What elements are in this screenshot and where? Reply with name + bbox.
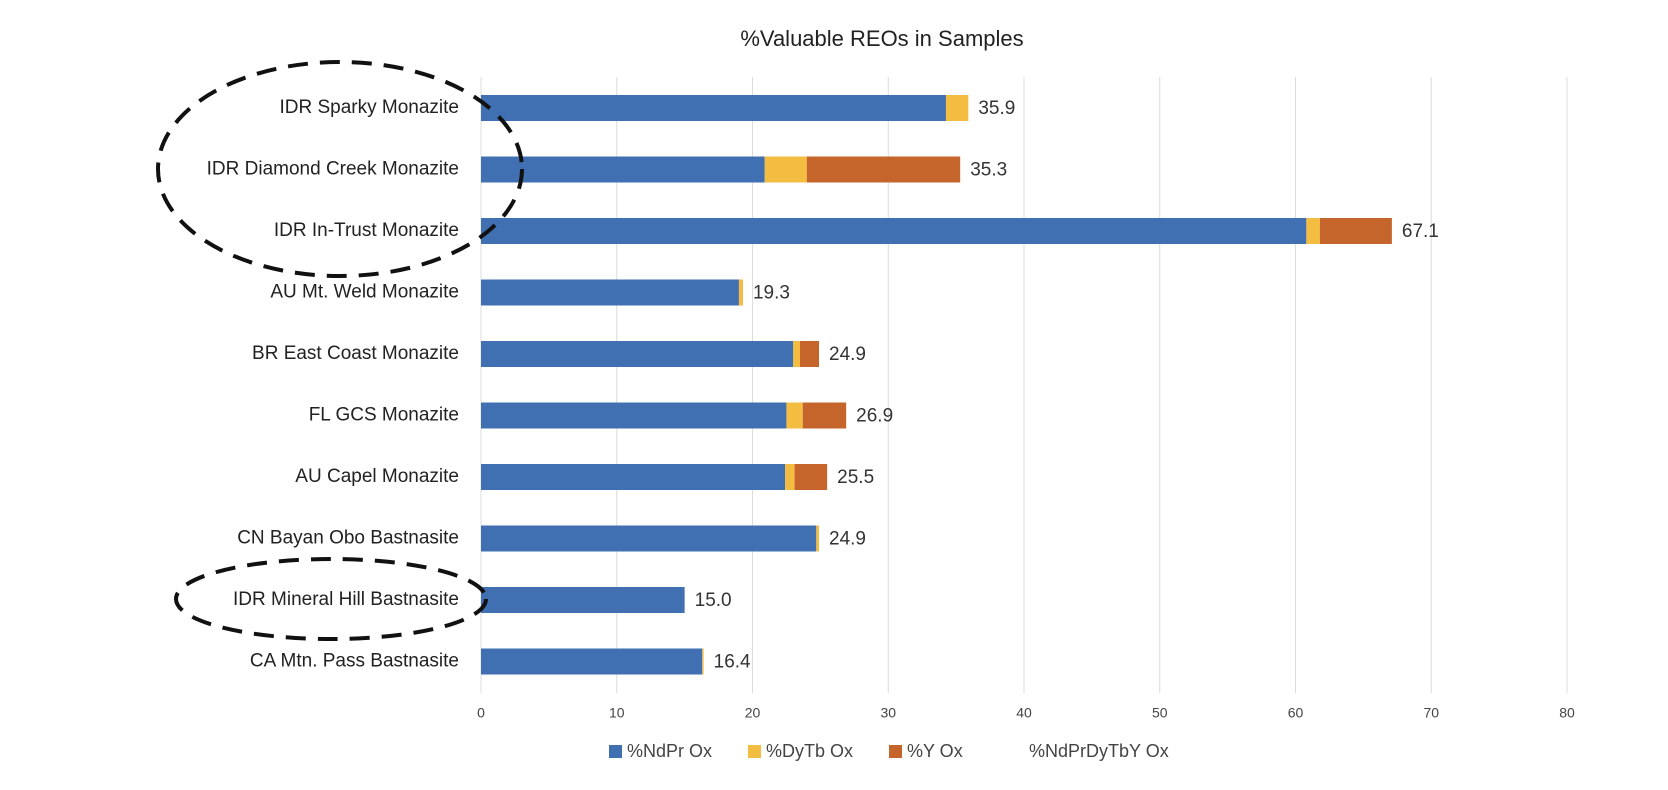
legend-swatch: [889, 745, 902, 758]
data-label: 24.9: [829, 344, 866, 365]
x-tick-label: 50: [1152, 705, 1168, 721]
bar-segment: [785, 464, 795, 490]
x-tick-label: 80: [1559, 705, 1575, 721]
data-label: 25.5: [837, 467, 874, 488]
bar-segment: [738, 279, 743, 306]
y-tick-label: IDR In-Trust Monazite: [274, 220, 459, 241]
data-label: 35.3: [970, 160, 1007, 181]
bar-segment: [786, 402, 803, 429]
x-tick-label: 40: [1016, 705, 1032, 721]
bar-segment: [481, 156, 765, 183]
bar-segment: [816, 525, 820, 552]
bar-segment: [481, 525, 817, 552]
data-label: 26.9: [856, 406, 893, 427]
bar-segment: [481, 464, 786, 490]
bar-segment: [794, 464, 828, 490]
y-tick-label: IDR Diamond Creek Monazite: [207, 159, 459, 180]
bar-segment: [481, 587, 685, 613]
data-label: 16.4: [714, 652, 751, 673]
data-label: 24.9: [829, 529, 866, 550]
bar-segment: [800, 341, 820, 367]
bar-segment: [481, 648, 703, 675]
highlight-ellipse: [174, 557, 488, 641]
legend-swatch: [748, 745, 761, 758]
bar-segment: [481, 341, 794, 367]
data-label: 35.9: [978, 98, 1015, 119]
legend-label: %NdPr Ox: [627, 741, 712, 761]
x-tick-label: 70: [1423, 705, 1439, 721]
bar-segment: [1306, 218, 1320, 244]
bar-segment: [481, 279, 739, 306]
bar-segment: [802, 402, 847, 429]
x-tick-label: 10: [609, 705, 625, 721]
bar-segment: [481, 95, 946, 121]
y-tick-label: AU Capel Monazite: [295, 466, 459, 487]
bar-segment: [764, 156, 807, 183]
y-tick-label: AU Mt. Weld Monazite: [270, 282, 459, 303]
x-tick-label: 60: [1288, 705, 1304, 721]
legend-swatch: [609, 745, 622, 758]
data-label: 15.0: [695, 590, 732, 611]
legend-label: %NdPrDyTbY Ox: [1029, 741, 1169, 761]
y-tick-label: FL GCS Monazite: [309, 405, 459, 426]
highlight-ellipse: [156, 60, 524, 278]
bar-segment: [945, 95, 969, 121]
bar-segment: [793, 341, 801, 367]
y-tick-label: CA Mtn. Pass Bastnasite: [250, 651, 459, 672]
y-tick-label: IDR Mineral Hill Bastnasite: [233, 589, 459, 610]
data-label: 19.3: [753, 283, 790, 304]
bar-segment: [481, 218, 1307, 244]
y-tick-label: IDR Sparky Monazite: [279, 97, 459, 118]
legend-label: %DyTb Ox: [766, 741, 853, 761]
y-tick-label: BR East Coast Monazite: [252, 343, 459, 364]
bar-segment: [481, 402, 787, 429]
legend-label: %Y Ox: [907, 741, 963, 761]
bar-segment: [702, 648, 704, 675]
x-tick-label: 0: [477, 705, 485, 721]
bar-segment: [806, 156, 961, 183]
marks: [481, 95, 1392, 675]
x-tick-label: 30: [880, 705, 896, 721]
y-tick-label: CN Bayan Obo Bastnasite: [237, 528, 459, 549]
data-label: 67.1: [1402, 221, 1439, 242]
bar-segment: [1319, 218, 1392, 244]
x-tick-label: 20: [745, 705, 761, 721]
chart-title: %Valuable REOs in Samples: [740, 26, 1023, 51]
